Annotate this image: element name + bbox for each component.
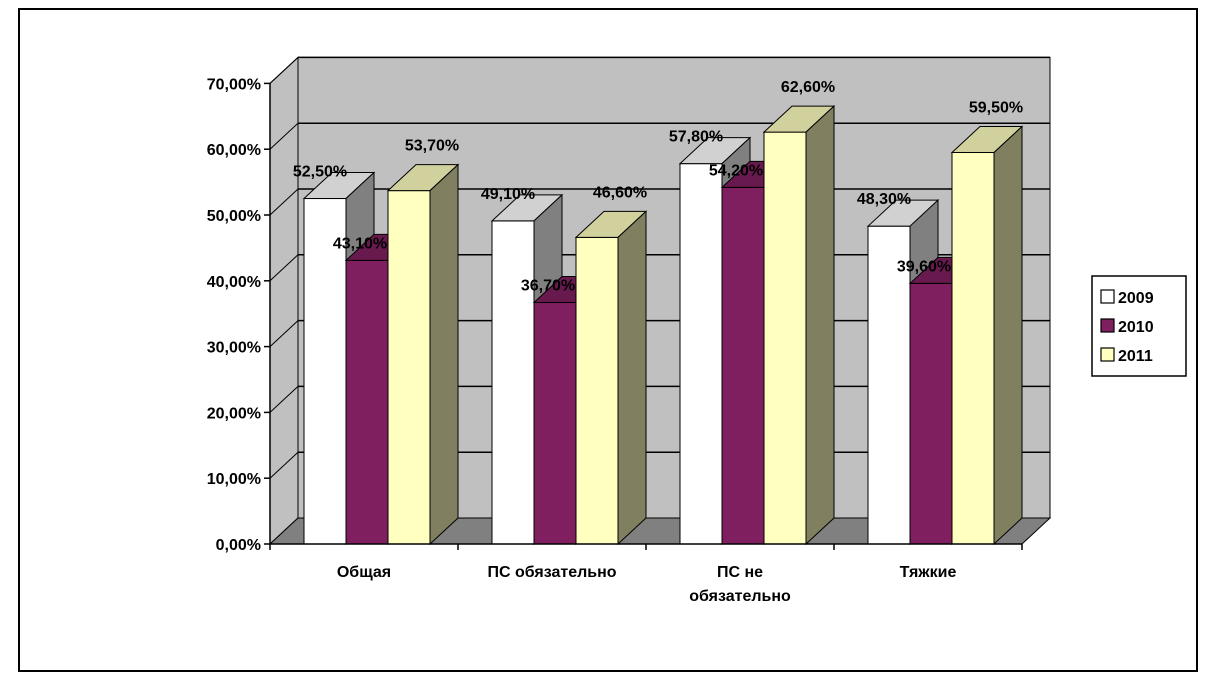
gridline-side — [269, 188, 299, 216]
legend-swatch — [1100, 318, 1115, 333]
category-label: Общая — [337, 564, 391, 581]
category-label: ПС не обязательно — [689, 564, 791, 605]
category-label: ПС обязательно — [487, 564, 616, 581]
data-label: 52,50% — [293, 164, 347, 181]
gridline-side — [269, 122, 299, 150]
side-wall — [269, 56, 299, 546]
bar-front — [303, 198, 347, 545]
data-label: 48,30% — [857, 191, 911, 208]
chart-frame — [18, 8, 1198, 672]
data-label: 36,70% — [521, 278, 575, 295]
data-label: 54,20% — [709, 162, 763, 179]
bar-front — [679, 163, 723, 545]
legend-label: 2011 — [1118, 348, 1153, 365]
legend-label: 2009 — [1118, 290, 1154, 307]
bar-front — [721, 186, 765, 545]
bar-front — [533, 302, 577, 545]
legend-label: 2010 — [1118, 319, 1154, 336]
y-tick-label: 10,00% — [207, 471, 261, 488]
bar-front — [575, 236, 619, 545]
y-tick-label: 50,00% — [207, 208, 261, 225]
data-label: 43,10% — [333, 235, 387, 252]
bar-side — [429, 163, 459, 546]
bar-front — [387, 190, 431, 545]
data-label: 53,70% — [405, 138, 459, 155]
bar-side — [993, 125, 1023, 546]
bar-front — [763, 131, 807, 545]
gridline-side — [269, 254, 299, 282]
gridline-side — [269, 57, 299, 84]
bar-front — [867, 225, 911, 545]
data-label: 39,60% — [897, 258, 951, 275]
y-tick-label: 20,00% — [207, 405, 261, 422]
bar-front — [345, 259, 389, 545]
data-label: 62,60% — [781, 79, 835, 96]
axes: 0,00% 10,00% 20,00% 30,00% 40,00% 50,00% 60,00… — [207, 76, 1023, 605]
data-label: 57,80% — [669, 129, 723, 146]
y-tick-label: 40,00% — [207, 274, 261, 291]
bar-front — [909, 282, 953, 545]
bar-front — [951, 151, 995, 545]
data-label: 59,50% — [969, 99, 1023, 116]
y-tick-label: 60,00% — [207, 142, 261, 159]
data-labels: 52,50% 43,10% 53,70% 49,10% 36,70% 46,60% 57,8… — [293, 79, 1023, 294]
category-label: Тяжкие — [900, 564, 957, 581]
y-tick-label: 30,00% — [207, 340, 261, 357]
legend-swatch — [1100, 289, 1115, 304]
gridline-side — [269, 386, 299, 413]
y-tick-label: 0,00% — [216, 537, 261, 554]
legend-swatch — [1100, 347, 1115, 362]
bar-side — [617, 210, 647, 546]
bar-front — [491, 220, 535, 545]
gridline-side — [269, 320, 299, 347]
legend: 2009 2010 2011 — [1091, 275, 1187, 377]
y-tick-label: 70,00% — [207, 76, 261, 93]
data-label: 46,60% — [593, 184, 647, 201]
chart-back-wall — [268, 56, 1052, 546]
data-label: 49,10% — [481, 186, 535, 203]
gridline-side — [269, 451, 299, 479]
bar-side — [805, 104, 835, 546]
bars — [302, 104, 1024, 546]
